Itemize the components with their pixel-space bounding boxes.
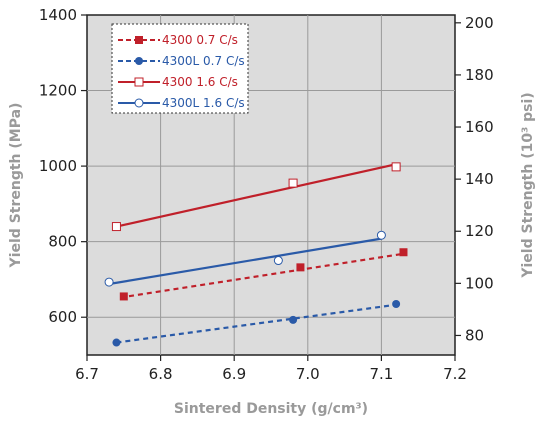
fit-line-series-3 bbox=[116, 163, 397, 228]
x-tick-label: 6.8 bbox=[149, 365, 173, 383]
legend-label-series-1: 4300 0.7 C/s bbox=[162, 33, 238, 47]
y2-tick-label: 140 bbox=[465, 170, 494, 188]
y-tick-label: 1000 bbox=[39, 157, 77, 175]
legend-label-series-4: 4300L 1.6 C/s bbox=[162, 96, 245, 110]
legend: 4300 0.7 C/s 4300L 0.7 C/s 4300 1.6 C/s 430… bbox=[111, 23, 249, 114]
data-point-series-3 bbox=[288, 178, 298, 188]
data-point-series-2 bbox=[392, 300, 401, 308]
data-point-series-2 bbox=[112, 338, 121, 347]
data-point-series-3 bbox=[391, 162, 401, 172]
legend-marker-series-2 bbox=[135, 57, 143, 65]
y-tick-label: 1200 bbox=[39, 82, 77, 100]
data-point-series-4 bbox=[273, 256, 283, 266]
x-tick-labels: 6.7 6.8 6.9 7.0 7.1 7.2 bbox=[75, 365, 467, 383]
y-axis-title: Yield Strength (MPa) bbox=[8, 103, 24, 269]
legend-label-series-3: 4300 1.6 C/s bbox=[162, 75, 238, 89]
y2-tick-label: 80 bbox=[465, 326, 484, 344]
data-point-series-4 bbox=[376, 230, 386, 240]
fit-lines bbox=[108, 163, 404, 344]
legend-box bbox=[111, 23, 249, 114]
x-tick-label: 7.1 bbox=[369, 365, 393, 383]
data-markers bbox=[104, 162, 408, 347]
y-tick-labels: 600 800 1000 1200 1400 bbox=[39, 6, 77, 326]
legend-label-series-2: 4300L 0.7 C/s bbox=[162, 54, 245, 68]
x-tick-label: 7.2 bbox=[443, 365, 467, 383]
legend-marker-series-4 bbox=[134, 98, 144, 108]
fit-line-series-2 bbox=[116, 303, 397, 344]
fit-line-series-4 bbox=[108, 237, 382, 286]
y2-tick-label: 180 bbox=[465, 66, 494, 84]
data-point-series-3 bbox=[111, 222, 121, 232]
x-tick-label: 7.0 bbox=[296, 365, 320, 383]
tick-marks bbox=[81, 14, 461, 361]
y2-tick-label: 120 bbox=[465, 222, 494, 240]
x-tick-label: 6.9 bbox=[222, 365, 246, 383]
data-point-series-1 bbox=[399, 248, 408, 257]
y2-tick-label: 160 bbox=[465, 118, 494, 136]
data-point-series-4 bbox=[104, 277, 114, 287]
fit-line-series-1 bbox=[119, 252, 404, 299]
x-tick-label: 6.7 bbox=[75, 365, 99, 383]
y2-tick-labels: 80 100 120 140 160 180 200 bbox=[465, 14, 494, 345]
legend-marker-series-1 bbox=[135, 36, 143, 44]
data-point-series-1 bbox=[119, 292, 128, 301]
x-axis-title: Sintered Density (g/cm³) bbox=[174, 401, 368, 417]
y-tick-label: 800 bbox=[48, 233, 77, 251]
y-tick-label: 600 bbox=[48, 308, 77, 326]
data-point-series-1 bbox=[296, 263, 305, 272]
y-tick-label: 1400 bbox=[39, 6, 77, 24]
y2-tick-label: 100 bbox=[465, 274, 494, 292]
data-point-series-2 bbox=[289, 315, 298, 324]
legend-marker-series-3 bbox=[134, 77, 144, 87]
y2-tick-label: 200 bbox=[465, 14, 494, 32]
y2-axis-title: Yield Strength (10³ psi) bbox=[520, 92, 536, 278]
